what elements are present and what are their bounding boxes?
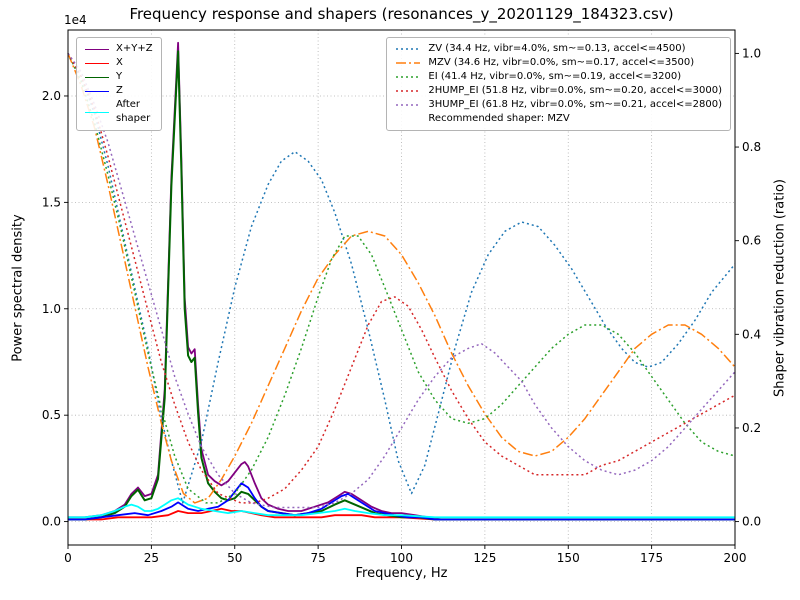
x-tick-label: 100 bbox=[390, 551, 413, 565]
chart-title: Frequency response and shapers (resonanc… bbox=[129, 5, 674, 23]
legend-entry: X+Y+Z bbox=[85, 42, 153, 56]
x-tick-label: 175 bbox=[640, 551, 663, 565]
legend-entry-label: After shaper bbox=[116, 99, 151, 124]
y-tick-label-right: 0.8 bbox=[742, 140, 761, 154]
legend-swatch-y bbox=[85, 76, 109, 78]
series-mzv bbox=[67, 53, 736, 504]
series-xyz bbox=[68, 41, 735, 521]
x-axis-label: Frequency, Hz bbox=[355, 566, 448, 581]
y-tick-label-right: 0.6 bbox=[742, 234, 761, 248]
x-tick-label: 25 bbox=[144, 551, 159, 565]
y-tick-label-left: 1.5 bbox=[42, 195, 61, 209]
legend-swatch-3hump-ei bbox=[396, 104, 421, 106]
legend-entry: 2HUMP_EI (51.8 Hz, vibr=0.0%, sm~=0.20, … bbox=[395, 84, 722, 98]
x-tick-label: 50 bbox=[227, 551, 242, 565]
legend-entry-label: X+Y+Z bbox=[116, 43, 153, 54]
y-tick-label-right: 0.2 bbox=[742, 421, 761, 435]
legend-entry: EI (41.4 Hz, vibr=0.0%, sm~=0.19, accel<… bbox=[395, 70, 722, 84]
y-tick-label-right: 0.0 bbox=[742, 515, 761, 529]
legend-entry-label: Recommended shaper: MZV bbox=[428, 113, 570, 124]
legend-entry-label: X bbox=[116, 57, 123, 68]
legend-entry-label: 3HUMP_EI (61.8 Hz, vibr=0.0%, sm~=0.21, … bbox=[428, 99, 722, 110]
series-2hump-ei bbox=[67, 53, 736, 504]
legend-swatch-mzv bbox=[396, 62, 421, 64]
legend-entry-label: ZV (34.4 Hz, vibr=4.0%, sm~=0.13, accel<… bbox=[428, 43, 686, 54]
legend-entry: X bbox=[85, 56, 153, 70]
x-tick-label: 75 bbox=[310, 551, 325, 565]
legend-entry: Z bbox=[85, 84, 153, 98]
legend-swatch-z bbox=[85, 90, 109, 92]
legend-entry-label: MZV (34.6 Hz, vibr=0.0%, sm~=0.17, accel… bbox=[428, 57, 695, 68]
series-zv bbox=[67, 53, 736, 504]
legend-swatch-ei bbox=[396, 76, 421, 78]
series-3hump-ei bbox=[67, 52, 736, 509]
series-ei bbox=[67, 53, 736, 504]
legend-swatch-after-shaper bbox=[85, 111, 109, 113]
legend-swatch-x bbox=[85, 62, 109, 64]
legend-entry-label: 2HUMP_EI (51.8 Hz, vibr=0.0%, sm~=0.20, … bbox=[428, 85, 722, 96]
legend-entry: MZV (34.6 Hz, vibr=0.0%, sm~=0.17, accel… bbox=[395, 56, 722, 70]
y-tick-label-right: 1.0 bbox=[742, 46, 761, 60]
series-after-shaper bbox=[68, 497, 735, 519]
legend-swatch-2hump-ei bbox=[396, 90, 421, 92]
legend-entry: Recommended shaper: MZV bbox=[395, 112, 722, 126]
legend-entry: After shaper bbox=[85, 98, 153, 126]
legend-entry-label: Z bbox=[116, 85, 123, 96]
x-tick-label: 200 bbox=[724, 551, 747, 565]
x-tick-label: 125 bbox=[473, 551, 496, 565]
legend-entry-label: Y bbox=[116, 71, 123, 82]
legend-psd: X+Y+Z X Y Z After shaper bbox=[76, 37, 162, 131]
legend-swatch-zv bbox=[396, 48, 421, 50]
y-tick-label-left: 0.5 bbox=[42, 408, 61, 422]
legend-entry: ZV (34.4 Hz, vibr=4.0%, sm~=0.13, accel<… bbox=[395, 42, 722, 56]
legend-entry: 3HUMP_EI (61.8 Hz, vibr=0.0%, sm~=0.21, … bbox=[395, 98, 722, 112]
y-tick-label-left: 0.0 bbox=[42, 515, 61, 529]
x-tick-label: 0 bbox=[64, 551, 72, 565]
legend-entry: Y bbox=[85, 70, 153, 84]
y-axis-offset-text: 1e4 bbox=[64, 13, 87, 27]
y-tick-label-left: 2.0 bbox=[42, 89, 61, 103]
series-z bbox=[68, 482, 735, 521]
legend-entry-label: EI (41.4 Hz, vibr=0.0%, sm~=0.19, accel<… bbox=[428, 71, 682, 82]
legend-swatch-xyz bbox=[85, 48, 109, 50]
legend-shapers: ZV (34.4 Hz, vibr=4.0%, sm~=0.13, accel<… bbox=[386, 37, 731, 131]
y-tick-label-left: 1.0 bbox=[42, 302, 61, 316]
x-tick-label: 150 bbox=[557, 551, 580, 565]
y-tick-label-right: 0.4 bbox=[742, 327, 761, 341]
